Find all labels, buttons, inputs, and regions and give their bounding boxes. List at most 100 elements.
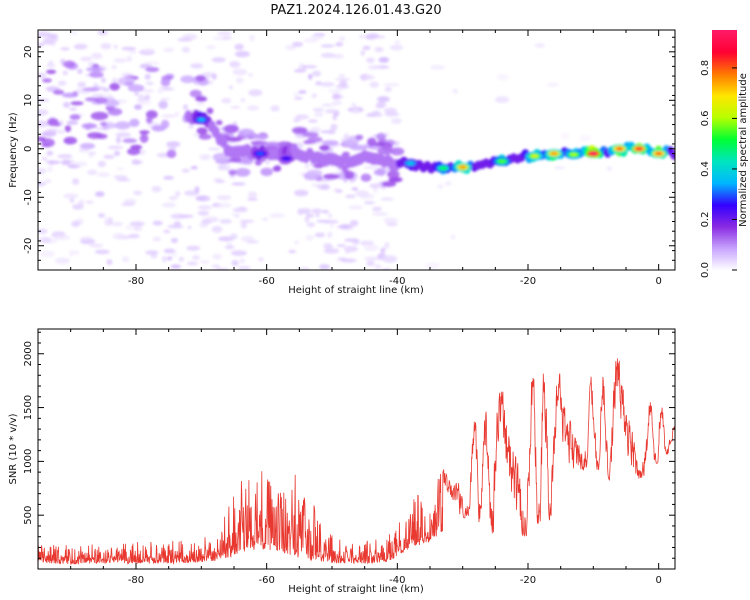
spectrogram-speckle [213,177,222,183]
spectrogram-speckle [369,81,379,88]
colorbar-segment [712,84,737,87]
spectrogram-speckle [332,114,337,121]
spectrogram-panel: -80 -60 -40 -20 0 -20 -10 0 10 20 Height of strai… [8,29,676,296]
spectrogram-cluster [195,96,208,102]
spectrogram-speckle [383,83,400,87]
spectrogram-speckle [181,46,190,53]
colorbar-segment [712,116,737,119]
spectrogram-cluster [251,134,269,140]
spectrogram-speckle [211,57,226,63]
spectrogram-speckle [95,191,105,197]
spectrogram-speckle [269,213,286,218]
spectrogram-cluster [109,82,120,91]
spectrogram-speckle [494,96,510,103]
colorbar-segment [712,122,737,125]
colorbar-segment [712,176,737,179]
spectrogram-speckle [312,108,324,112]
colorbar-segment [712,80,737,83]
spectrogram-speckle [553,166,566,170]
spectrogram-speckle [348,205,364,210]
spectrogram-peak-core [439,166,447,170]
spectrogram-speckle [363,201,375,205]
spectrogram-cluster [367,137,377,147]
colorbar-segment [712,222,737,225]
spectrogram-speckle [163,47,175,53]
spectrogram-speckle [360,50,366,56]
spectrogram-speckle [319,264,330,270]
spectrogram-peak-core [655,151,663,156]
spectrogram-cluster [376,132,387,141]
colorbar-segment [712,196,737,199]
spectrogram-speckle [113,44,118,49]
spectrogram-cluster [374,142,385,147]
spectrogram-speckle [221,97,232,104]
spectrogram-speckle [38,181,47,187]
y-tick-label: 2000 [23,341,34,366]
spectrogram-speckle [380,197,395,201]
spectrogram-speckle [63,193,79,199]
spectrogram-speckle [144,94,151,101]
spectrogram-cluster [196,127,208,135]
spectrogram-cluster [390,177,400,182]
spectrogram-ticks: -80 -60 -40 -20 0 -20 -10 0 10 20 [23,30,675,287]
spectrogram-cluster [107,108,123,116]
spectrogram-speckle [38,236,52,244]
colorbar-segment [712,136,737,139]
spectrogram-speckle [71,220,81,228]
spectrogram-speckle [121,72,134,77]
snr-line [38,358,675,566]
spectrogram-cluster [41,138,55,148]
spectrogram-speckle [42,37,59,43]
colorbar-segment [712,164,737,167]
spectrogram-speckle [46,160,61,165]
colorbar-segment [712,188,737,191]
colorbar-segment [712,92,737,95]
spectrogram-speckle [308,119,318,123]
spectrogram-speckle [134,225,143,232]
spectrogram-speckle [140,48,156,53]
spectrogram-speckle [359,35,365,39]
spectrogram-speckle [54,234,71,241]
spectrogram-speckle [315,212,320,218]
x-tick-label: -20 [520,276,536,287]
spectrogram-speckle [199,154,211,161]
spectrogram-speckle [103,154,115,159]
spectrogram-speckle [338,36,346,42]
spectrogram-speckle [190,63,204,69]
spectrogram-speckle [145,81,154,86]
spectrogram-cluster [90,111,109,121]
spectrogram-speckle [156,88,164,94]
spectrogram-speckle [606,165,613,172]
spectrogram-peak-core [406,161,414,165]
spectrogram-speckle [377,96,390,103]
spectrogram-speckle [186,245,201,251]
colorbar-tick-label: 0.2 [700,212,711,228]
spectrogram-speckle [232,68,248,76]
colorbar-segment [712,172,737,175]
colorbar-segment [712,78,737,81]
colorbar-segment [712,154,737,157]
spectrogram-speckle [57,80,67,86]
colorbar-segment [712,50,737,53]
colorbar-segment [712,146,737,149]
colorbar-segment [712,244,737,247]
colorbar-segment [712,96,737,99]
colorbar-segment [712,38,737,41]
spectrogram-peak-core [589,151,597,156]
spectrogram-speckle [72,250,80,256]
spectrogram-speckle [382,257,397,263]
y-tick-label: 0 [23,146,34,152]
colorbar-segment [712,140,737,143]
spectrogram-speckle [293,96,303,100]
spectrogram-cluster [373,169,386,176]
spectrogram-cluster [96,133,108,139]
x-tick-label: 0 [655,575,661,586]
colorbar-segment [712,160,737,163]
spectrogram-speckle [78,199,85,206]
spectrogram-cluster [307,169,323,177]
spectrogram-speckle [314,112,324,117]
spectrogram-speckle [248,89,263,97]
spectrogram-speckle [170,213,186,219]
spectrogram-speckle [57,129,65,135]
spectrogram-speckle [161,202,177,208]
